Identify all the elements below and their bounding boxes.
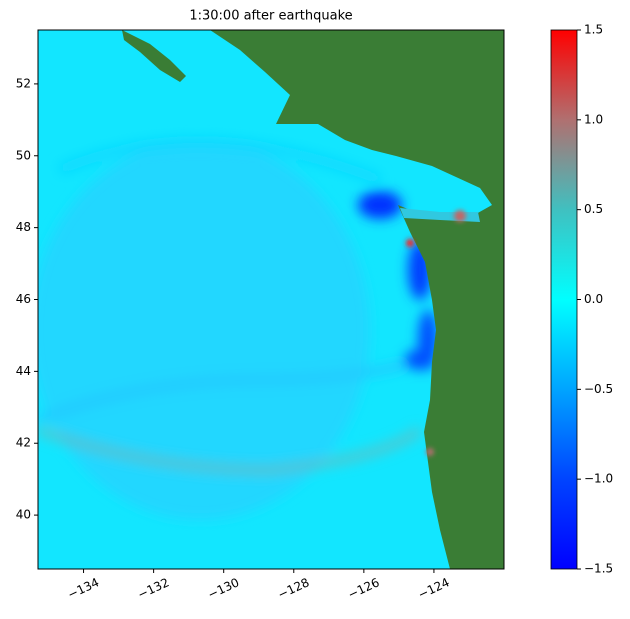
colorbar-tick-label: 0.5 xyxy=(584,202,603,216)
y-tick-label: 44 xyxy=(16,364,31,378)
y-tick-label: 52 xyxy=(16,76,31,90)
peaks xyxy=(406,210,466,456)
y-tick-label: 40 xyxy=(16,508,31,522)
x-tick-label: −126 xyxy=(346,575,382,602)
x-tick-label: −134 xyxy=(65,575,101,602)
y-tick-label: 50 xyxy=(16,148,31,162)
x-tick-label: −132 xyxy=(136,575,172,602)
x-tick-label: −124 xyxy=(416,575,452,602)
colorbar-tick-label: 0.0 xyxy=(584,292,603,306)
colorbar-tick-label: 1.0 xyxy=(584,112,603,126)
x-tick-label: −128 xyxy=(276,575,312,602)
colorbar-tick-label: 1.5 xyxy=(584,23,603,37)
map xyxy=(38,30,504,569)
colorbar-tick-label: −1.5 xyxy=(584,562,613,576)
y-tick-label: 46 xyxy=(16,292,31,306)
island xyxy=(122,30,186,82)
chart-title: 1:30:00 after earthquake xyxy=(189,9,352,24)
colorbar xyxy=(550,29,578,570)
colorbar-tick-label: −1.0 xyxy=(584,472,613,486)
colorbar-tick-label: −0.5 xyxy=(584,382,613,396)
y-tick-label: 42 xyxy=(16,436,31,450)
x-tick-label: −130 xyxy=(206,575,242,602)
land xyxy=(210,30,504,569)
y-tick-label: 48 xyxy=(16,220,31,234)
